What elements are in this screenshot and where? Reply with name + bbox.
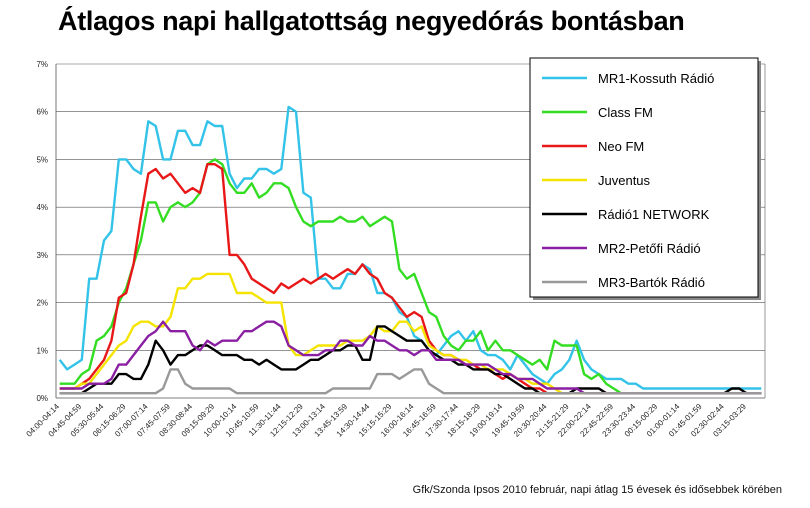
series-line-7: [59, 368, 762, 395]
source-note: Gfk/Szonda Ipsos 2010 február, napi átla…: [412, 484, 782, 496]
y-tick-label: 7%: [36, 60, 48, 69]
y-tick-label: 1%: [36, 346, 48, 355]
y-tick-labels: 0% 1% 2% 3% 4% 5% 6% 7%: [36, 60, 48, 403]
y-tick-label: 6%: [36, 108, 48, 117]
y-tick-label: 5%: [36, 155, 48, 164]
legend-label: MR1-Kossuth Rádió: [598, 71, 714, 86]
legend-label: Juventus: [598, 173, 651, 188]
legend-box: [529, 57, 759, 298]
x-tick-labels: 04:00-04:1404:45-04:5905:30-05:4406:15-0…: [25, 402, 749, 439]
y-tick-label: 0%: [36, 394, 48, 403]
legend: MR1-Kossuth Rádió Class FM Neo FM Juventus R…: [529, 57, 761, 300]
series-lines: [58, 105, 762, 395]
legend-label: MR2-Petőfi Rádió: [598, 241, 701, 256]
legend-label: Class FM: [598, 105, 653, 120]
legend-label: Rádió1 NETWORK: [598, 207, 710, 222]
axes: [55, 64, 766, 399]
legend-label: Neo FM: [598, 139, 644, 154]
y-tick-label: 2%: [36, 299, 48, 308]
legend-label: MR3-Bartók Rádió: [598, 275, 705, 290]
y-tick-label: 4%: [36, 203, 48, 212]
y-tick-label: 3%: [36, 251, 48, 260]
chart-title: Átlagos napi hallgatottság negyedórás bo…: [58, 6, 685, 36]
